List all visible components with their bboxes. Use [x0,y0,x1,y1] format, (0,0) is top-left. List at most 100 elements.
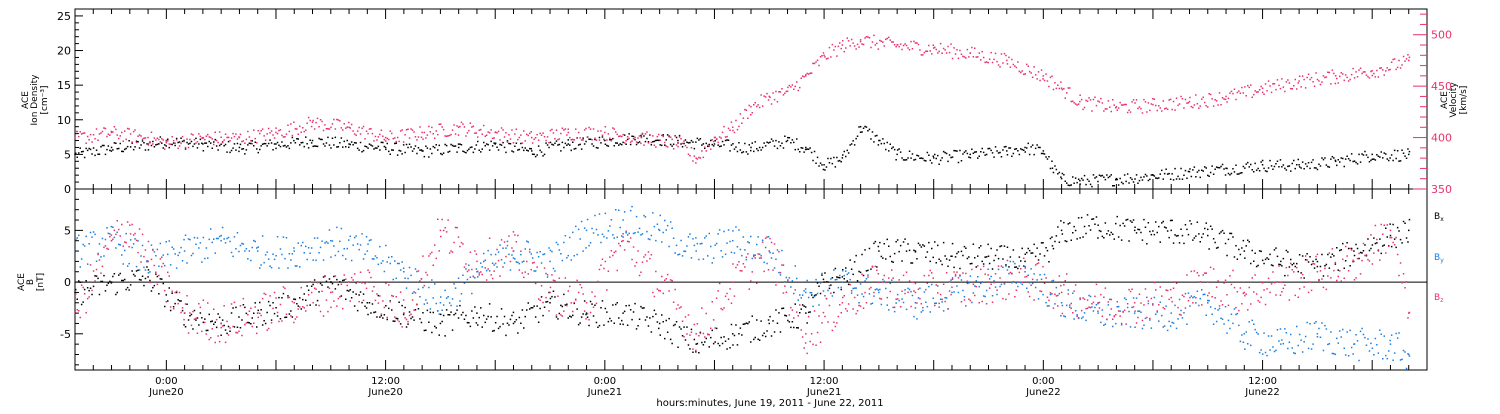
x-tick-time-label: 12:00 [810,376,839,387]
velocity-point [731,126,734,129]
data-marks [74,34,1411,370]
x-tick-time-label: 0:00 [594,376,616,387]
velocity-tick-label: 450 [1431,80,1452,93]
ion-density-point [147,143,149,145]
bz-point [987,281,990,283]
bz-point [1133,302,1136,304]
ion-density-point [531,150,533,152]
bz-point [1243,291,1246,294]
bx-point [549,302,551,304]
velocity-point [695,157,697,159]
ion-density-point [896,153,898,156]
velocity-point [859,39,862,41]
bz-point [658,281,661,283]
ion-density-point [604,139,606,142]
bx-point [805,312,807,314]
ion-density-point [1298,164,1300,166]
bfield-tick-label: -5 [60,328,71,341]
bz-point [1353,260,1355,263]
density-tick-label: 5 [64,148,71,161]
by-point [256,250,259,252]
bfield-tick-label: 0 [64,276,71,289]
bz-point [731,281,734,283]
ion-density-point [202,143,204,145]
velocity-point [421,131,423,134]
bx-point [1024,260,1026,263]
bfield-axis-label-line2: B [26,279,36,285]
bx-point [330,281,332,283]
x-tick-time-label: 12:00 [371,376,400,387]
bz-point [914,291,917,294]
density-tick-label: 20 [57,45,71,58]
by-point [439,302,442,304]
x-tick-date-label: June20 [148,387,184,398]
ion-density-point [750,146,752,149]
velocity-point [677,141,679,144]
by-point [658,229,661,232]
legend-bx-base: B [1434,212,1440,222]
bx-point [512,322,515,325]
by-point [841,281,844,283]
velocity-point [1334,75,1337,77]
velocity-point [1042,75,1045,77]
by-point [585,229,588,232]
bz-point [1097,302,1099,304]
bx-point [768,322,771,325]
by-point [220,239,222,242]
velocity-point [604,131,606,134]
velocity-point [1079,100,1081,103]
bz-point [841,302,844,304]
bz-point [1389,229,1392,232]
ion-density-point [1006,150,1008,152]
ion-density-point [275,143,277,145]
by-points [75,205,1411,370]
legend-by: By [1434,253,1444,264]
by-point [1133,312,1136,314]
ion-density-point [311,139,314,142]
axis-ticks: 0510152025350400450500-5050:00June2012:0… [57,9,1452,398]
velocity-tick-label: 350 [1431,183,1452,196]
bz-point [1024,276,1026,278]
bz-point [256,312,259,314]
bfield-axis-label-line3: [nT] [36,273,46,291]
velocity-tick-label: 400 [1431,132,1452,145]
by-point [914,302,917,304]
bx-point [951,255,953,257]
density-axis-label-line1: ACE [21,91,31,109]
velocity-point [841,44,844,46]
bz-point [439,229,442,232]
bx-point [1353,250,1355,252]
velocity-point [786,90,789,93]
velocity-point [823,54,825,57]
by-point [1097,312,1099,314]
bz-points [75,218,1411,355]
ion-density-point [1371,153,1373,156]
legend-bx: Bx [1434,212,1444,223]
velocity-point [896,44,898,46]
by-point [878,291,880,294]
density-tick-label: 10 [57,114,71,127]
velocity-point [932,47,935,49]
ion-density-point [238,146,241,149]
legend-by-base: B [1434,253,1440,263]
velocity-point [1188,100,1191,103]
bfield-legend: Bx By Bz [1434,212,1444,304]
bz-point [1280,281,1282,283]
velocity-point [531,136,533,139]
x-tick-date-label: June22 [1025,387,1061,398]
bx-point [1170,229,1172,232]
ion-density-point [878,139,880,142]
bfield-axis-label-line1: ACE [17,273,27,291]
by-point [183,250,186,252]
velocity-point [457,126,460,129]
bz-point [1207,281,1209,283]
x-tick-time-label: 12:00 [1248,376,1277,387]
bx-point [1280,260,1282,263]
velocity-point [1006,59,1008,62]
ion-density-points [75,125,1411,188]
x-tick-time-label: 0:00 [155,376,177,387]
ion-density-point [859,125,862,128]
ion-density-point [713,143,716,145]
bx-point [366,302,369,304]
